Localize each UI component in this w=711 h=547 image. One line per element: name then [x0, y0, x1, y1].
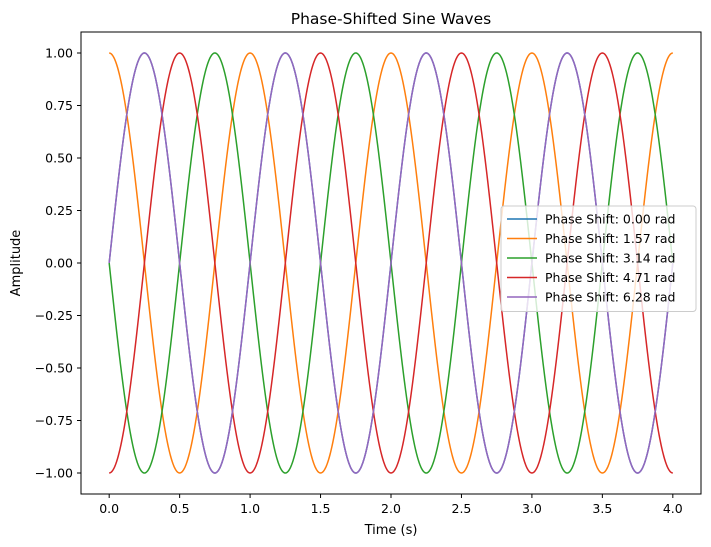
legend-label: Phase Shift: 3.14 rad — [545, 251, 675, 266]
legend-label: Phase Shift: 1.57 rad — [545, 231, 675, 246]
legend-label: Phase Shift: 6.28 rad — [545, 290, 675, 305]
x-tick-label: 3.0 — [522, 501, 542, 516]
series-line-5 — [108, 52, 674, 474]
series-layer — [108, 52, 674, 474]
y-axis-label: Amplitude — [9, 230, 24, 297]
x-tick-label: 0.0 — [99, 501, 119, 516]
legend: Phase Shift: 0.00 rad Phase Shift: 1.57 r… — [500, 205, 697, 312]
x-tick-label: 2.5 — [452, 501, 472, 516]
y-tick-label: −0.50 — [35, 361, 73, 376]
y-axis: 1.00 0.75 0.50 0.25 0.00 −0.25 −0.50 −0.75 −1.00 — [35, 46, 81, 481]
x-tick-label: 3.5 — [592, 501, 612, 516]
y-tick-label: −0.75 — [35, 413, 73, 428]
y-tick-label: 1.00 — [45, 46, 73, 61]
legend-label: Phase Shift: 4.71 rad — [545, 270, 675, 285]
chart-title: Phase-Shifted Sine Waves — [291, 10, 491, 28]
x-tick-label: 2.0 — [381, 501, 401, 516]
legend-box — [500, 205, 697, 312]
series-line-2 — [109, 52, 673, 474]
x-tick-label: 1.0 — [240, 501, 260, 516]
y-tick-label: 0.00 — [45, 256, 73, 271]
y-tick-label: 0.25 — [45, 203, 73, 218]
legend-label: Phase Shift: 0.00 rad — [545, 212, 675, 227]
y-tick-label: 0.75 — [45, 98, 73, 113]
x-tick-label: 0.5 — [170, 501, 190, 516]
x-axis: 0.0 0.5 1.0 1.5 2.0 2.5 3.0 3.5 4.0 — [99, 494, 683, 516]
x-tick-label: 4.0 — [663, 501, 683, 516]
x-axis-label: Time (s) — [364, 523, 418, 538]
series-line-4 — [109, 52, 673, 474]
x-tick-label: 1.5 — [311, 501, 331, 516]
y-tick-label: 0.50 — [45, 151, 73, 166]
y-tick-label: −1.00 — [35, 466, 73, 481]
y-tick-label: −0.25 — [35, 308, 73, 323]
